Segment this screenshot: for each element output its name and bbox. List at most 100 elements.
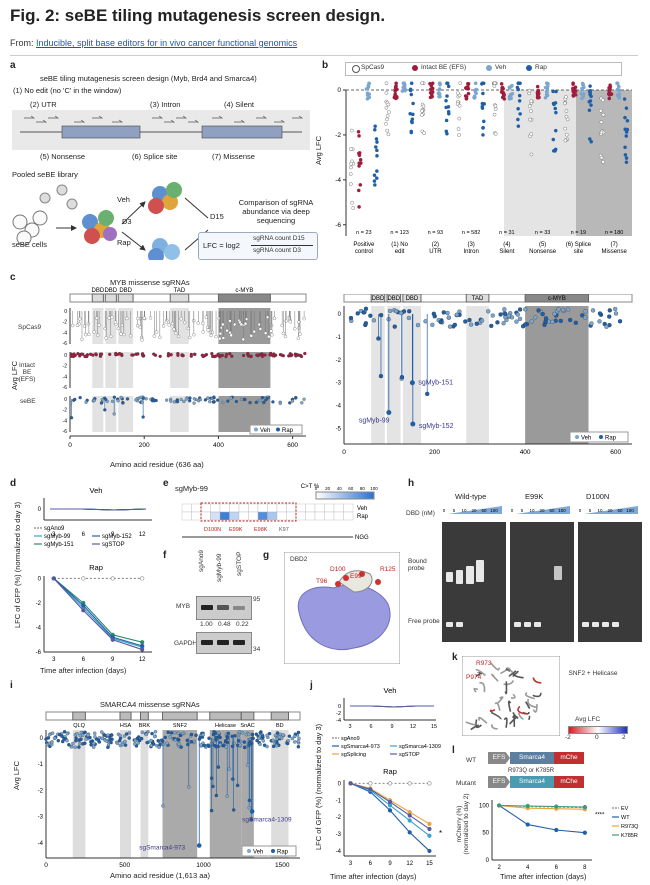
b-point (553, 101, 558, 105)
i-point (78, 741, 82, 746)
quant-3: 0.22 (236, 621, 249, 628)
c-point (215, 398, 220, 402)
c-point (75, 323, 80, 328)
label-r973: R973 (476, 660, 492, 667)
b-point (527, 88, 532, 93)
panel-d-ylabel: LFC of GFP (%) (normalized to day 3) (13, 501, 22, 628)
c2-annot-152: sgMyb-152 (419, 423, 454, 430)
i-point (73, 745, 77, 749)
b-point (350, 128, 354, 133)
k-ribbon (473, 687, 479, 693)
c2-point (378, 373, 384, 379)
c-point (166, 351, 171, 356)
lane-sgstop: sgSTOP (236, 551, 243, 576)
i-point (296, 745, 301, 749)
panel-l-chart: 100 50 0 2 4 6 8 **** EV WT R973Q K785R (479, 800, 639, 870)
c-point (78, 395, 82, 400)
i-domain-5 (240, 711, 255, 721)
c-point (136, 316, 140, 321)
b-yticklabel-2: -4 (335, 177, 341, 184)
e-cell (248, 503, 259, 513)
c-point (84, 400, 88, 404)
c-point (288, 320, 292, 324)
b-point (554, 110, 558, 115)
b-point (367, 95, 372, 100)
b-point (385, 114, 390, 118)
e-row-label-1: Rap (357, 514, 369, 520)
c-point (198, 397, 203, 402)
c-point (296, 336, 300, 340)
label-e99: E99 (350, 573, 362, 580)
i-point (224, 739, 228, 743)
c2-point (376, 336, 381, 341)
c-point (76, 352, 80, 356)
c-point (243, 397, 247, 402)
e-cell (305, 503, 316, 513)
i-legend-box (241, 845, 297, 857)
j-ytick-2: -2 (336, 815, 342, 821)
c-point (267, 334, 271, 339)
e-cell (181, 503, 192, 513)
l-line-WT (498, 804, 585, 834)
c-point (206, 328, 210, 332)
c2-domain-label-1: DBD (387, 296, 400, 302)
k-ribbon (504, 681, 508, 695)
d-xtick-0: 3 (52, 657, 56, 663)
c-point (140, 400, 144, 405)
c-point (79, 352, 83, 356)
c-point (192, 401, 196, 405)
c-point (208, 400, 212, 404)
c-xticklabel-0: 0 (68, 442, 72, 449)
c-point (152, 334, 156, 338)
residue-r125 (375, 579, 381, 585)
j-point-sgSTOP (348, 781, 353, 786)
c-point (189, 354, 193, 358)
sgrna-arrow-0 (24, 115, 36, 119)
panel-i-chart: QLQ HSA BRK SNF2 Helicase SnAC BD 0 -1 -2 -3 -4 sgSm… (38, 711, 301, 869)
c2-point (423, 319, 428, 324)
c2-point (454, 312, 459, 317)
i-domain-6 (270, 711, 290, 721)
b-point (385, 128, 389, 133)
i-point (211, 732, 216, 737)
b-point (516, 124, 521, 128)
b-point (623, 153, 628, 157)
legend-intact: Intact BE (EFS) (421, 64, 467, 71)
c-point (252, 329, 256, 334)
i-legend-rap-dot (271, 849, 275, 853)
k-ribbon (518, 712, 524, 720)
band-myb-3 (233, 606, 245, 610)
c-point (218, 336, 222, 341)
c2-point (425, 391, 430, 397)
i-point (225, 794, 229, 798)
b-point (551, 137, 556, 142)
category-splice: (6) Splice site (132, 152, 178, 161)
c-point (216, 352, 220, 356)
c-point (142, 316, 146, 320)
i-shade-6 (271, 730, 289, 858)
workflow-schematic (12, 182, 209, 260)
i-point (123, 739, 127, 744)
c-point (125, 397, 130, 401)
c-point (138, 325, 142, 329)
c-point (258, 398, 262, 403)
mw-95: 95 (253, 596, 261, 603)
c-point (271, 400, 275, 404)
i-xtick-1: 500 (119, 862, 130, 869)
c2-point (468, 322, 474, 327)
c-point (187, 399, 192, 403)
i-point (169, 731, 174, 735)
b-point (563, 126, 568, 131)
i-point (265, 744, 269, 749)
c-point (174, 331, 178, 335)
source-link[interactable]: Inducible, split base editors for in viv… (36, 38, 298, 48)
c-point (300, 401, 304, 405)
i-point (260, 734, 265, 738)
e-cell (333, 511, 344, 521)
c-point (241, 353, 246, 358)
c-point (107, 316, 111, 320)
b-point (482, 119, 486, 124)
c-point (288, 401, 292, 405)
b-point (623, 145, 627, 150)
